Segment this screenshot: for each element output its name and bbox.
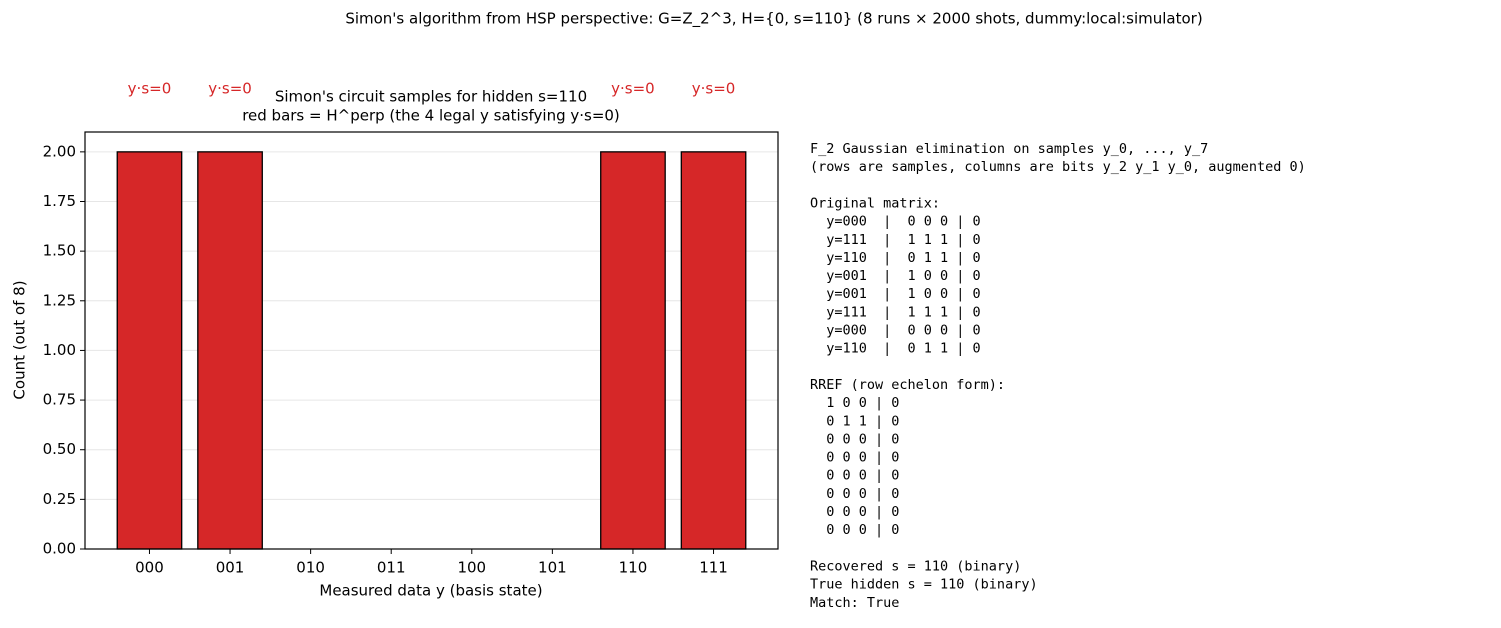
annotation: y·s=0 — [208, 80, 252, 98]
panel-line: 0 0 0 | 0 — [810, 522, 899, 538]
panel-line: y=000 | 0 0 0 | 0 — [810, 214, 981, 230]
x-tick-label: 001 — [216, 559, 245, 577]
y-tick-label: 0.75 — [43, 391, 76, 409]
panel-line: y=001 | 1 0 0 | 0 — [810, 268, 981, 284]
x-tick-label: 100 — [457, 559, 486, 577]
panel-line: y=111 | 1 1 1 | 0 — [810, 304, 981, 320]
y-tick-label: 0.00 — [43, 540, 76, 558]
bar — [116, 151, 183, 550]
panel-line: 0 0 0 | 0 — [810, 450, 899, 466]
x-tick-label: 000 — [135, 559, 164, 577]
bar — [197, 151, 263, 550]
panel-line: (rows are samples, columns are bits y_2 … — [810, 159, 1306, 175]
y-tick-label: 1.25 — [43, 291, 76, 309]
y-tick-label: 1.50 — [43, 242, 76, 260]
x-tick-label: 101 — [538, 559, 567, 577]
x-axis-label: Measured data y (basis state) — [319, 582, 542, 600]
panel-line: y=110 | 0 1 1 | 0 — [810, 341, 981, 357]
bar — [680, 151, 747, 550]
y-tick-label: 1.75 — [43, 192, 76, 210]
panel-line: y=000 | 0 0 0 | 0 — [810, 323, 981, 339]
panel-line: Match: True — [810, 595, 899, 611]
annotation: y·s=0 — [611, 80, 655, 98]
annotation: y·s=0 — [692, 80, 736, 98]
x-tick-label: 110 — [619, 559, 648, 577]
panel-line: RREF (row echelon form): — [810, 377, 1005, 393]
chart-subtitle: red bars = H^perp (the 4 legal y satisfy… — [242, 107, 620, 125]
panel-line: y=111 | 1 1 1 | 0 — [810, 232, 981, 248]
x-tick-label: 111 — [699, 559, 728, 577]
panel-line: Recovered s = 110 (binary) — [810, 558, 1021, 574]
x-tick-label: 011 — [377, 559, 406, 577]
y-tick-label: 1.00 — [43, 341, 76, 359]
figure-title: Simon's algorithm from HSP perspective: … — [345, 10, 1202, 29]
panel-line: 0 0 0 | 0 — [810, 504, 899, 520]
annotation: y·s=0 — [128, 80, 172, 98]
panel-line: 0 0 0 | 0 — [810, 486, 899, 502]
y-tick-label: 2.00 — [43, 142, 76, 160]
panel-line: 0 0 0 | 0 — [810, 468, 899, 484]
panel-line: 1 0 0 | 0 — [810, 395, 899, 411]
panel-line: True hidden s = 110 (binary) — [810, 577, 1038, 593]
panel-line: 0 1 1 | 0 — [810, 413, 899, 429]
y-axis-label: Count (out of 8) — [11, 280, 29, 399]
plot-frame — [84, 131, 779, 550]
panel-line: 0 0 0 | 0 — [810, 431, 899, 447]
y-tick-label: 0.50 — [43, 440, 76, 458]
chart-title: Simon's circuit samples for hidden s=110 — [275, 88, 587, 106]
x-tick-label: 010 — [296, 559, 325, 577]
panel-line: y=110 | 0 1 1 | 0 — [810, 250, 981, 266]
y-tick-label: 0.25 — [43, 490, 76, 508]
panel-line: y=001 | 1 0 0 | 0 — [810, 286, 981, 302]
panel-line: F_2 Gaussian elimination on samples y_0,… — [810, 141, 1208, 157]
panel-line: Original matrix: — [810, 195, 940, 211]
bar — [600, 151, 666, 550]
